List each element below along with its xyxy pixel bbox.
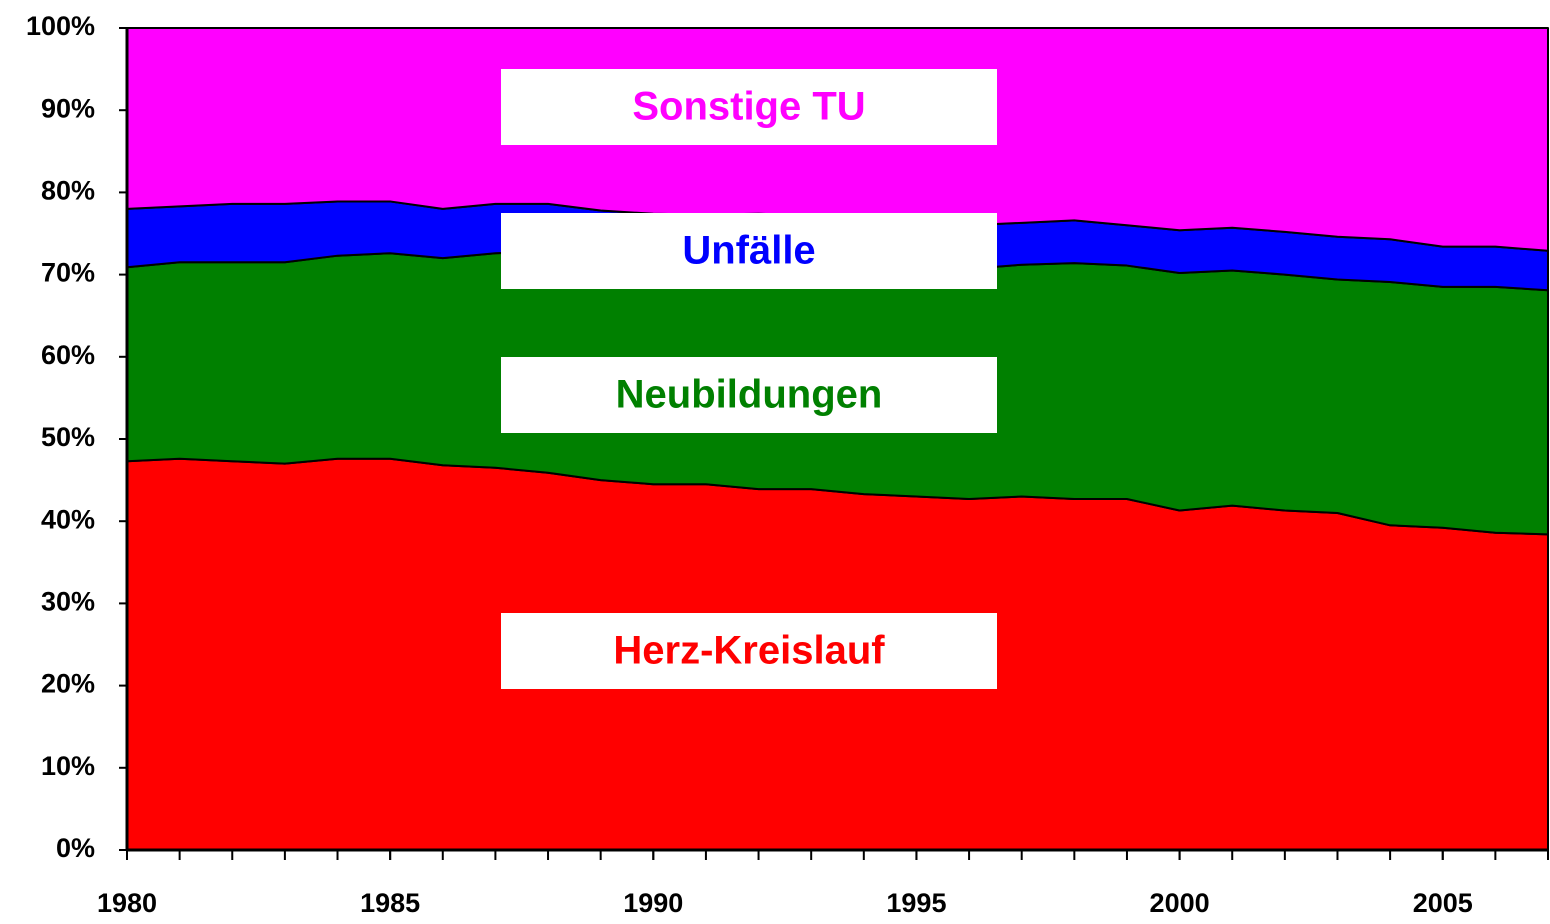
label-box xyxy=(501,357,997,433)
x-tick-label: 1995 xyxy=(886,888,946,918)
y-tick-label: 90% xyxy=(41,93,95,123)
y-tick-label: 0% xyxy=(56,833,95,863)
series-label: Neubildungen xyxy=(616,373,883,417)
x-tick-label: 1980 xyxy=(97,888,157,918)
x-tick-label: 1985 xyxy=(360,888,420,918)
label-box xyxy=(501,613,997,689)
y-tick-label: 80% xyxy=(41,176,95,206)
label-box xyxy=(501,213,997,289)
y-tick-label: 20% xyxy=(41,669,95,699)
y-tick-label: 50% xyxy=(41,422,95,452)
x-tick-label: 1990 xyxy=(623,888,683,918)
x-tick-label: 2000 xyxy=(1150,888,1210,918)
series-label: Unfälle xyxy=(682,229,815,273)
label-box xyxy=(501,69,997,145)
y-tick-label: 40% xyxy=(41,504,95,534)
y-tick-label: 100% xyxy=(26,11,95,41)
y-tick-label: 70% xyxy=(41,258,95,288)
y-tick-label: 60% xyxy=(41,340,95,370)
x-tick-label: 2005 xyxy=(1413,888,1473,918)
y-tick-label: 10% xyxy=(41,751,95,781)
y-tick-label: 30% xyxy=(41,587,95,617)
series-label: Sonstige TU xyxy=(632,85,865,129)
series-label: Herz-Kreislauf xyxy=(613,629,885,673)
